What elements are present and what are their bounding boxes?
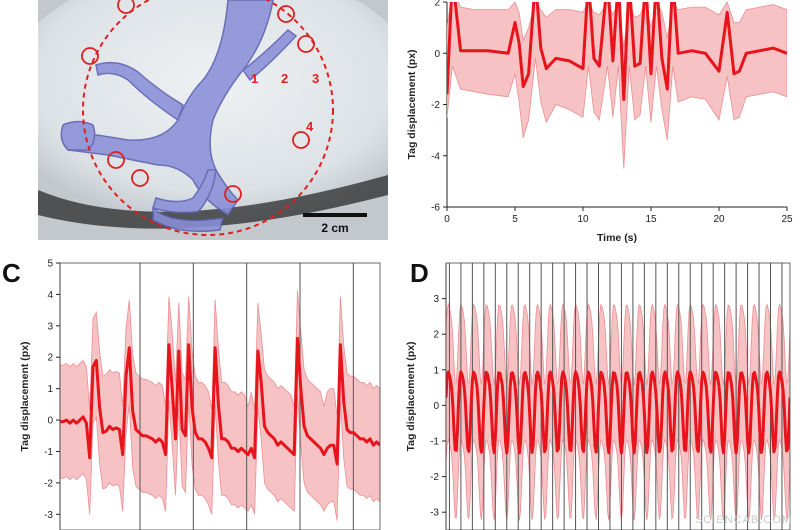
scale-bar-label: 2 cm: [321, 221, 348, 235]
photo-panel: 1 2 3 4 2 cm: [38, 0, 388, 240]
scale-bar: [303, 213, 367, 217]
spot-label-2: 2: [281, 71, 288, 86]
y-tick-label: -6: [431, 203, 440, 214]
chart-c: -3 -2 -1 0 1 2 3 4 5 Tag displacement (px): [19, 259, 381, 530]
y-tick-label: -2: [430, 472, 439, 483]
y-tick-label: -2: [44, 478, 53, 489]
y-tick-label: 2: [433, 330, 439, 341]
plot-area: [446, 263, 790, 530]
plot-frame: [445, 262, 791, 530]
spot-label-1: 1: [251, 71, 258, 86]
y-tick-label: -1: [430, 437, 439, 448]
plot-area: [60, 263, 380, 530]
watermark: SCIENCAB.COM: [695, 514, 792, 526]
x-axis-label: Time (s): [597, 232, 637, 244]
chart-b: -6 -4 -2 0 2 Tag displacement (px) 0 5 10 15 20 25 T…: [406, 0, 793, 244]
y-tick-label: -4: [431, 151, 440, 162]
mean-line: [60, 336, 380, 466]
y-tick-label: -3: [44, 510, 53, 521]
y-tick-label: 2: [434, 0, 440, 9]
y-axis-label: Tag displacement (px): [406, 49, 418, 159]
y-tick-label: 1: [433, 365, 439, 376]
specimen-photo: 1 2 3 4 2 cm: [38, 0, 388, 240]
plot-frame: [59, 262, 381, 530]
organism-network: [60, 0, 298, 232]
mean-line: [447, 2, 787, 101]
y-axis-label: Tag displacement (px): [19, 341, 31, 451]
dish-rim-shadow: [38, 175, 388, 229]
spot-label-3: 3: [312, 71, 319, 86]
y-tick-label: 0: [47, 416, 53, 427]
y-tick-label: -1: [44, 447, 53, 458]
y-tick-label: 0: [434, 49, 440, 60]
x-tick-label: 15: [645, 214, 657, 225]
y-tick-label: 5: [47, 259, 53, 270]
y-tick-label: 0: [433, 401, 439, 412]
mean-line: [446, 370, 790, 455]
panel-label-d: D: [410, 258, 429, 288]
y-tick-label: -2: [431, 100, 440, 111]
x-tick-label: 5: [512, 214, 518, 225]
y-tick-label: 3: [433, 294, 439, 305]
x-tick-label: 0: [444, 214, 450, 225]
x-tick-label: 20: [713, 214, 725, 225]
std-band: [447, 2, 787, 169]
y-axis-label: Tag displacement (px): [405, 341, 417, 451]
analysis-boundary: [82, 0, 334, 236]
panel-label-c: C: [2, 258, 21, 288]
y-tick-label: 1: [47, 384, 53, 395]
y-tick-label: 2: [47, 353, 53, 364]
y-tick-label: 3: [47, 321, 53, 332]
spot-label-4: 4: [306, 119, 314, 134]
x-tick-label: 25: [781, 214, 793, 225]
y-tick-label: 4: [47, 290, 53, 301]
y-tick-label: -3: [430, 508, 439, 519]
tag-markers: [81, 0, 315, 203]
chart-d: -3 -2 -1 0 1 2 3 Tag displacement (px): [405, 262, 791, 530]
x-tick-label: 10: [577, 214, 589, 225]
plot-area: [447, 2, 787, 169]
